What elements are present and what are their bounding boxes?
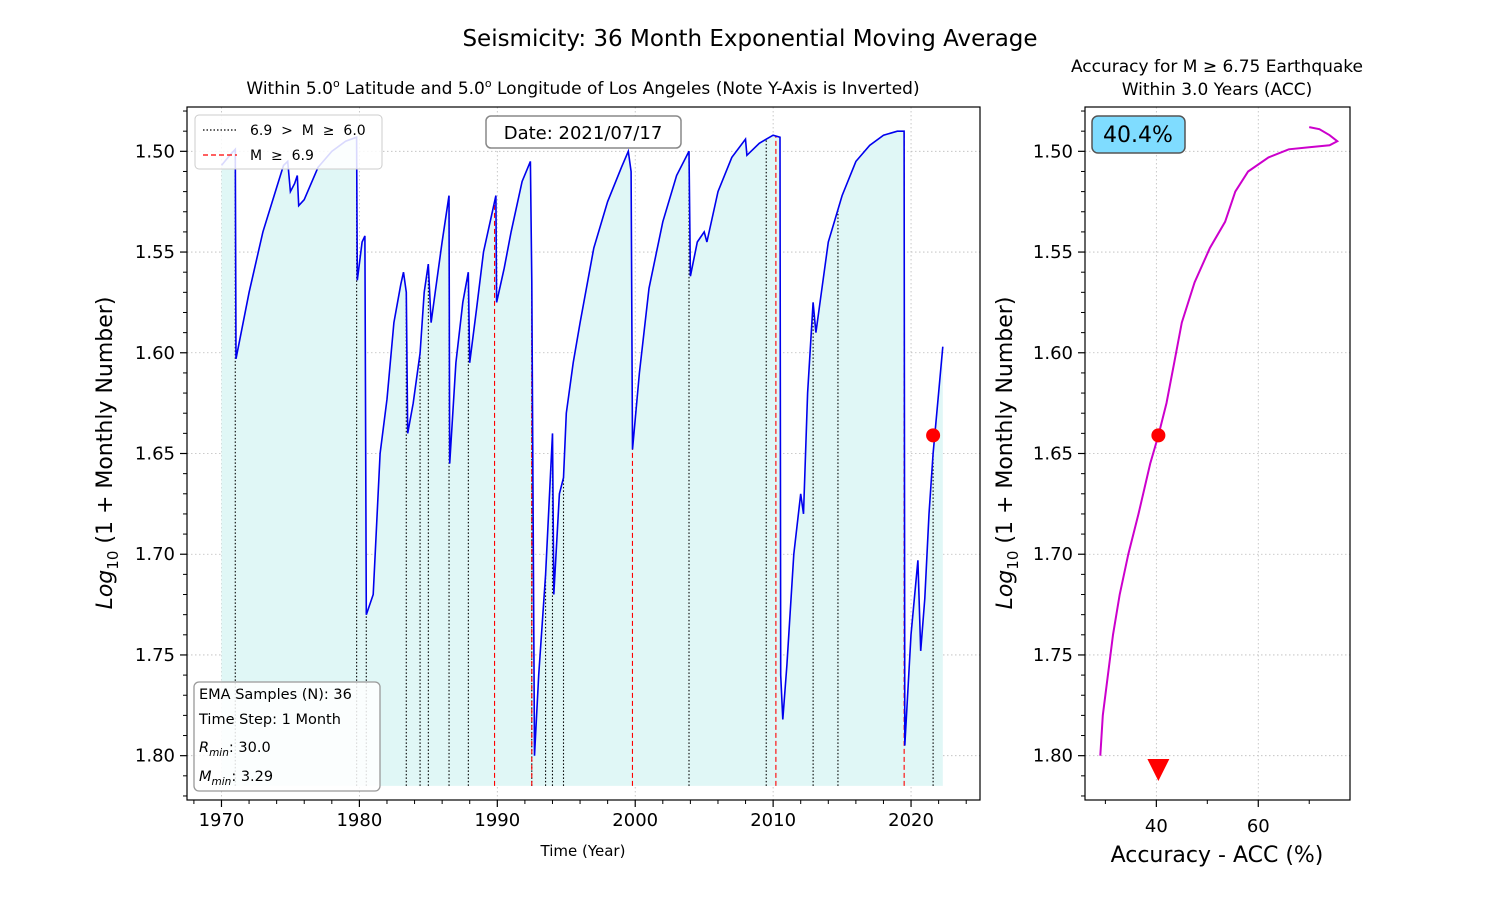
- ema-x-tick-label: 2000: [612, 810, 658, 831]
- acc-x-tick-label: 40: [1145, 816, 1168, 837]
- ema-x-tick-label: 1980: [336, 810, 382, 831]
- acc-x-axis-label: Accuracy - ACC (%): [1111, 843, 1324, 868]
- ema-panel: Within 5.0o Latitude and 5.0o Longitude …: [93, 77, 981, 860]
- ema-fill-area: [221, 131, 943, 786]
- acc-panel-title-line1: Accuracy for M ≥ 6.75 Earthquake: [1071, 57, 1363, 77]
- ema-y-tick-label: 1.75: [135, 645, 175, 666]
- ema-x-tick-label: 2010: [750, 810, 796, 831]
- acc-y-tick-label: 1.70: [1033, 544, 1073, 565]
- ema-x-axis-label: Time (Year): [540, 842, 626, 860]
- figure-suptitle: Seismicity: 36 Month Exponential Moving …: [462, 26, 1037, 52]
- acc-y-tick-label: 1.50: [1033, 141, 1073, 162]
- ema-legend: 6.9 > M ≥ 6.0 M ≥ 6.9: [194, 114, 383, 170]
- ema-y-tick-label: 1.65: [135, 444, 175, 465]
- ema-panel-title: Within 5.0o Latitude and 5.0o Longitude …: [246, 77, 919, 99]
- info-ema-samples: EMA Samples (N): 36: [199, 687, 352, 703]
- acc-x-tick-label: 60: [1247, 816, 1270, 837]
- ema-y-tick-label: 1.70: [135, 544, 175, 565]
- date-badge: Date: 2021/07/17: [485, 115, 682, 149]
- legend-label-large: M ≥ 6.9: [250, 148, 314, 164]
- acc-y-tick-label: 1.60: [1033, 343, 1073, 364]
- acc-y-tick-label: 1.75: [1033, 645, 1073, 666]
- acc-y-tick-label: 1.55: [1033, 242, 1073, 263]
- acc-y-tick-label: 1.80: [1033, 746, 1073, 767]
- date-badge-box: [485, 115, 682, 149]
- ema-y-tick-label: 1.50: [135, 141, 175, 162]
- ema-x-tick-label: 2020: [888, 810, 934, 831]
- date-badge-text: Date: 2021/07/17: [504, 123, 663, 144]
- acc-grid: [1085, 107, 1350, 800]
- ema-y-axis-label: Log10 (1 + Monthly Number): [93, 297, 122, 610]
- ema-legend-box: [194, 114, 383, 170]
- acc-y-tick-label: 1.65: [1033, 444, 1073, 465]
- info-mmin: Mmin: 3.29: [199, 769, 273, 788]
- ema-x-tick-label: 1990: [474, 810, 520, 831]
- acc-plot-area: [1085, 107, 1350, 800]
- ema-info-box: EMA Samples (N): 36 Time Step: 1 Month R…: [193, 681, 381, 792]
- acc-axis-ticks: 40 60 1.50 1.55 1.60 1.65 1.70 1.75 1.80: [1033, 110, 1310, 837]
- acc-panel: Accuracy for M ≥ 6.75 Earthquake Within …: [993, 57, 1363, 868]
- ema-axis-ticks: 1970 1980 1990 2000 2010 2020 1.50 1.55 1.60 1.65…: [135, 110, 967, 831]
- acc-series-line: [1099, 126, 1340, 756]
- acc-current-point: [1151, 428, 1166, 443]
- acc-badge-box: [1091, 115, 1186, 154]
- ema-y-tick-label: 1.55: [135, 242, 175, 263]
- acc-badge: 40.4%: [1091, 115, 1186, 154]
- legend-label-small: 6.9 > M ≥ 6.0: [250, 123, 366, 139]
- acc-badge-text: 40.4%: [1103, 123, 1173, 148]
- ema-y-tick-label: 1.80: [135, 746, 175, 767]
- acc-panel-title-line2: Within 3.0 Years (ACC): [1122, 80, 1313, 100]
- ema-current-point: [926, 428, 941, 443]
- acc-value-marker: [1147, 759, 1170, 781]
- ema-x-tick-label: 1970: [199, 810, 245, 831]
- ema-series-line: [220, 130, 944, 756]
- acc-y-axis-label: Log10 (1 + Monthly Number): [993, 297, 1022, 610]
- info-rmin: Rmin: 30.0: [199, 740, 271, 759]
- ema-y-tick-label: 1.60: [135, 343, 175, 364]
- ema-info-box-frame: [193, 681, 381, 792]
- info-time-step: Time Step: 1 Month: [198, 712, 341, 728]
